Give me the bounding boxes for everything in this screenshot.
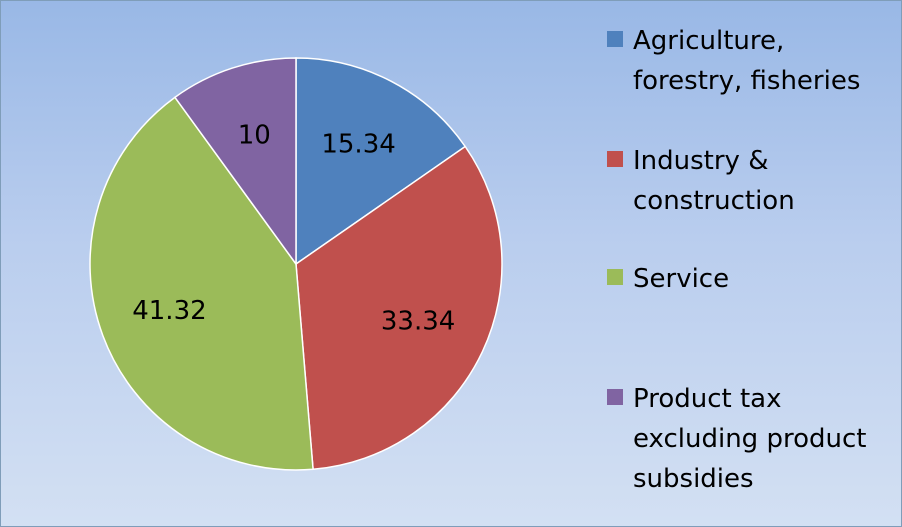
legend-swatch-industry <box>607 151 623 167</box>
slice-industry <box>295 145 503 471</box>
legend-swatch-agriculture <box>607 31 623 47</box>
legend-swatch-service <box>607 269 623 285</box>
data-label-industry: 33.34 <box>381 307 455 337</box>
slice-agriculture <box>295 57 467 266</box>
data-label-product-tax: 10 <box>238 121 271 151</box>
legend-label-product-tax: Product tax excluding product subsidies <box>633 384 867 494</box>
legend-label-agriculture: Agriculture, forestry, fisheries <box>633 26 861 96</box>
legend-swatch-product-tax <box>607 389 623 405</box>
slice-product-tax <box>173 57 297 267</box>
data-label-service: 41.32 <box>132 296 206 326</box>
legend-label-service: Service <box>633 264 730 294</box>
legend-label-industry: Industry & construction <box>633 146 795 216</box>
data-label-agriculture: 15.34 <box>321 129 395 159</box>
slice-service <box>89 96 314 471</box>
